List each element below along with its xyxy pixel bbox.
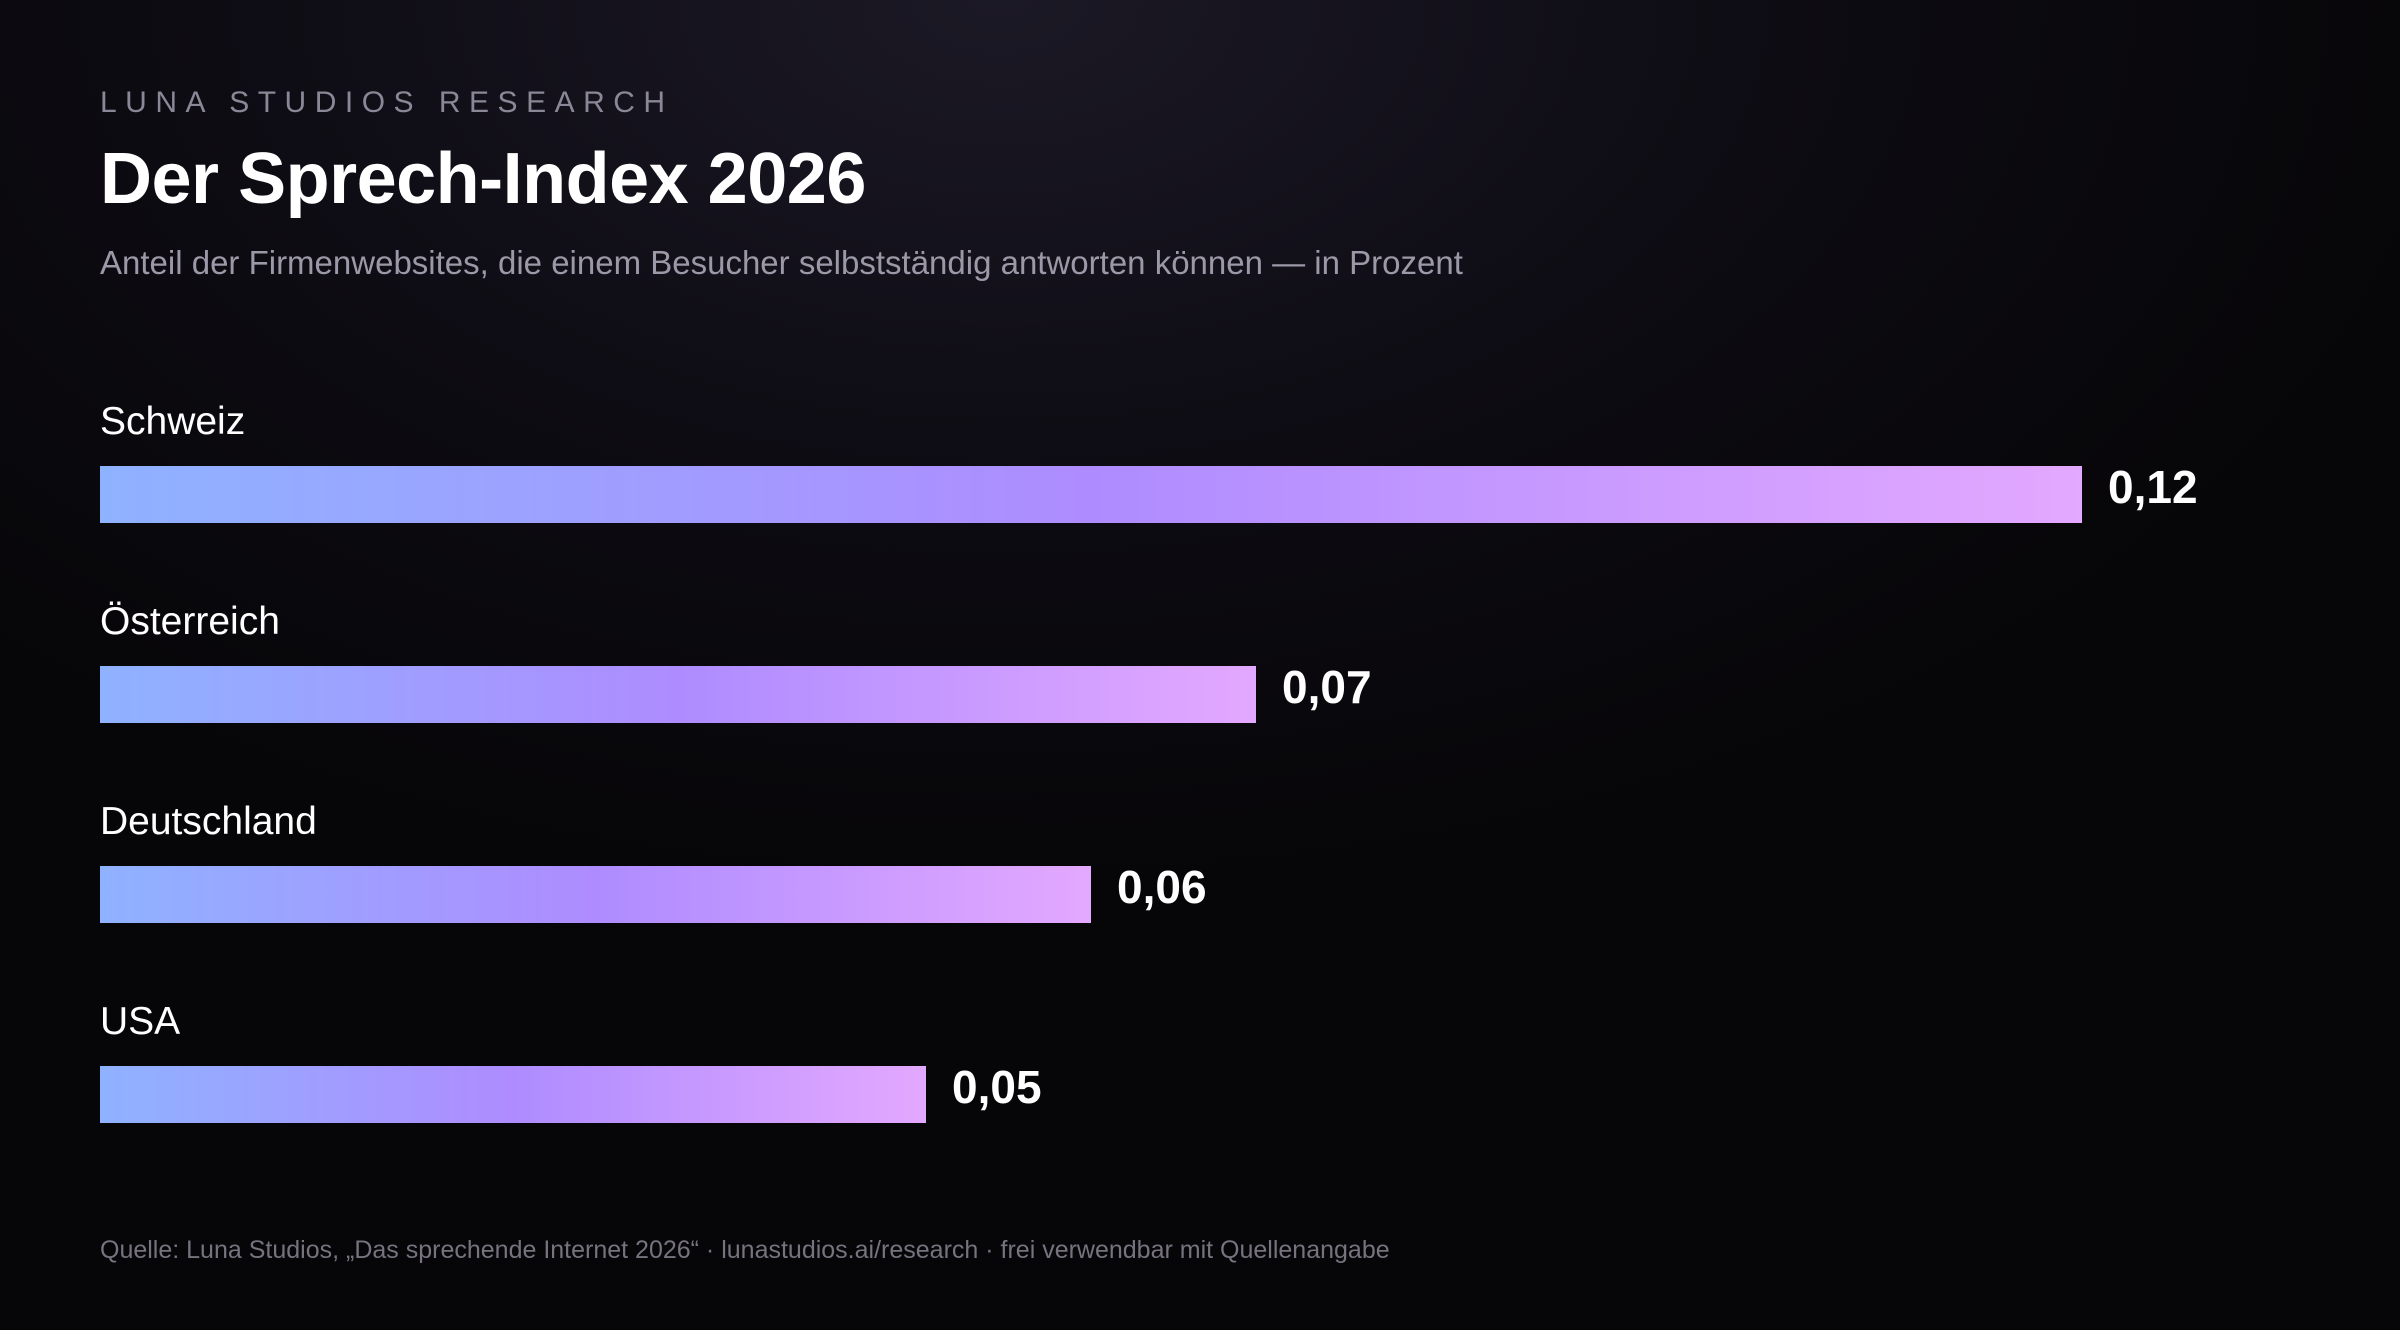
chart-title: Der Sprech-Index 2026: [100, 139, 866, 219]
bar-schweiz: [100, 466, 2082, 523]
value-label-deutschland: 0,06: [1117, 861, 1207, 913]
category-label-osterreich: Österreich: [100, 600, 280, 643]
category-label-schweiz: Schweiz: [100, 400, 246, 443]
category-label-deutschland: Deutschland: [100, 800, 317, 843]
eyebrow-label: LUNA STUDIOS RESEARCH: [100, 86, 674, 119]
value-label-schweiz: 0,12: [2108, 461, 2198, 513]
bar-deutschland: [100, 866, 1091, 923]
bar-usa: [100, 1066, 926, 1123]
value-label-usa: 0,05: [952, 1061, 1042, 1113]
chart-subtitle: Anteil der Firmenwebsites, die einem Bes…: [100, 244, 1463, 281]
source-footer: Quelle: Luna Studios, „Das sprechende In…: [100, 1236, 1390, 1264]
value-label-osterreich: 0,07: [1282, 661, 1372, 713]
category-label-usa: USA: [100, 1000, 181, 1043]
bar-osterreich: [100, 666, 1256, 723]
